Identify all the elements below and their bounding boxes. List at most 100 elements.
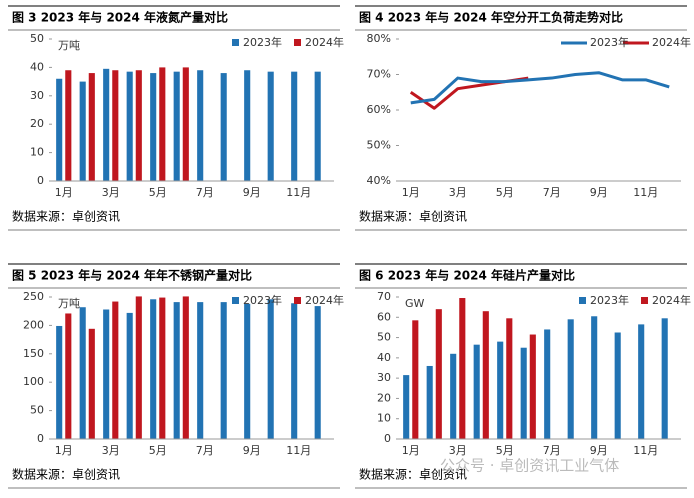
unit: GW [405, 297, 425, 310]
legend-label: 2024年 [652, 293, 691, 307]
chart-title: 图 6 2023 年与 2024 年硅片产量对比 [359, 268, 575, 283]
chart-title: 图 5 2023 年与 2024 年年不锈钢产量对比 [12, 268, 252, 283]
bar [567, 319, 574, 439]
bar [65, 70, 72, 181]
y-tick-label: 150 [23, 347, 44, 360]
legend-label: 2023年 [243, 293, 282, 307]
x-tick-label: 5月 [496, 186, 514, 199]
bar [267, 71, 274, 181]
bar [159, 297, 166, 439]
y-tick-label: 50 [30, 32, 44, 45]
x-tick-label: 11月 [633, 186, 658, 199]
legend-swatch [232, 39, 239, 46]
x-tick-label: 7月 [196, 186, 214, 199]
y-tick-label: 60 [377, 310, 391, 323]
bar [591, 316, 598, 439]
x-tick-label: 9月 [243, 444, 261, 457]
bar [244, 70, 251, 181]
x-tick-label: 5月 [149, 186, 167, 199]
unit: 万吨 [58, 39, 80, 52]
y-tick-label: 10 [377, 412, 391, 425]
bar [103, 68, 110, 181]
x-tick-label: 1月 [55, 186, 73, 199]
bar [473, 344, 480, 439]
bar [661, 318, 668, 439]
y-tick-label: 70% [367, 68, 391, 81]
x-tick-label: 1月 [402, 444, 420, 457]
bar [126, 312, 133, 439]
x-tick-label: 9月 [590, 186, 608, 199]
bar [506, 318, 513, 439]
x-tick-label: 7月 [543, 444, 561, 457]
bar [220, 302, 227, 439]
bar [56, 325, 63, 439]
y-tick-label: 70 [377, 290, 391, 303]
y-tick-label: 100 [23, 375, 44, 388]
bar [182, 67, 189, 181]
x-tick-label: 11月 [286, 186, 311, 199]
y-tick-label: 200 [23, 318, 44, 331]
x-tick-label: 1月 [55, 444, 73, 457]
bar [314, 306, 321, 439]
y-tick-label: 80% [367, 32, 391, 45]
chart-title: 图 4 2023 年与 2024 年空分开工负荷走势对比 [359, 10, 623, 25]
bar [182, 296, 189, 439]
line [410, 71, 670, 105]
x-tick-label: 11月 [286, 444, 311, 457]
y-tick-label: 0 [384, 432, 391, 445]
bar [403, 375, 410, 439]
y-tick-label: 0 [37, 432, 44, 445]
legend-label: 2023年 [590, 293, 629, 307]
y-tick-label: 0 [37, 174, 44, 187]
bar [112, 70, 119, 181]
legend-label: 2023年 [243, 35, 282, 49]
legend-label: 2024年 [305, 35, 344, 49]
y-tick-label: 40% [367, 174, 391, 187]
bar [197, 302, 204, 439]
bar [291, 71, 298, 181]
legend-swatch [294, 297, 301, 304]
watermark: 公众号 · 卓创资讯工业气体 [440, 457, 619, 475]
bar [150, 299, 157, 439]
bar [291, 303, 298, 439]
legend-swatch [641, 297, 648, 304]
y-tick-label: 30 [30, 89, 44, 102]
bar [314, 71, 321, 181]
x-tick-label: 1月 [402, 186, 420, 199]
bar [244, 303, 251, 439]
y-tick-label: 50% [367, 139, 391, 152]
bar [79, 307, 86, 439]
bar [450, 353, 457, 439]
bar [520, 347, 527, 439]
y-tick-label: 60% [367, 103, 391, 116]
bar [459, 298, 466, 439]
legend-swatch [579, 297, 586, 304]
y-tick-label: 50 [377, 331, 391, 344]
bar [126, 71, 133, 181]
x-tick-label: 7月 [196, 444, 214, 457]
bar [482, 311, 489, 439]
bar [529, 334, 536, 439]
bar [88, 73, 95, 181]
bar [135, 296, 142, 439]
bar [426, 365, 433, 439]
bar [412, 320, 419, 439]
bar [173, 302, 180, 439]
y-tick-label: 20 [30, 117, 44, 130]
source: 数据来源：卓创资讯 [12, 467, 120, 482]
x-tick-label: 3月 [449, 186, 467, 199]
y-tick-label: 20 [377, 391, 391, 404]
x-tick-label: 5月 [149, 444, 167, 457]
bar [638, 324, 645, 439]
x-tick-label: 3月 [102, 186, 120, 199]
y-tick-label: 40 [30, 60, 44, 73]
bar [544, 329, 551, 439]
bar [197, 70, 204, 181]
legend-swatch [294, 39, 301, 46]
y-tick-label: 40 [377, 351, 391, 364]
bar [112, 301, 119, 439]
x-tick-label: 7月 [543, 186, 561, 199]
y-tick-label: 250 [23, 290, 44, 303]
legend-label: 2024年 [305, 293, 344, 307]
